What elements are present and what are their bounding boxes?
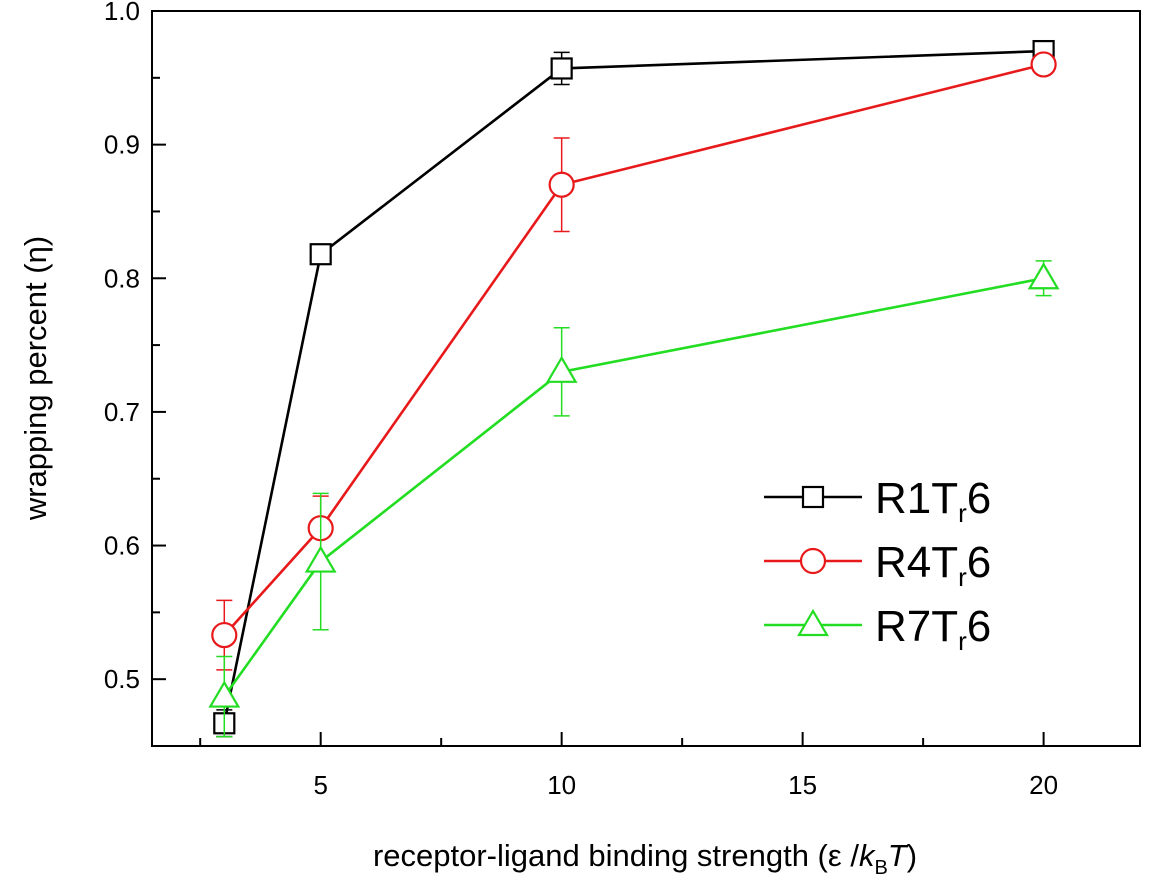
series-line (223, 63, 1044, 636)
plot-frame (151, 10, 1141, 747)
series-layer (208, 39, 1060, 738)
x-axis-ticks: 5 10 15 20 (199, 732, 1058, 800)
y-tick-label: 0.9 (104, 130, 140, 160)
y-axis-title: wrapping percent (η) (18, 236, 53, 521)
data-point (304, 545, 337, 573)
data-point (550, 57, 573, 80)
legend-marker (801, 485, 825, 509)
series-line (223, 49, 1044, 724)
series-R7Tr6 (208, 260, 1060, 738)
x-axis-title: receptor-ligand binding strength (ε /kBT… (373, 838, 917, 879)
y-tick-label: 0.7 (104, 397, 140, 427)
legend-item-R7Tr6: R7Tr6 (764, 602, 991, 656)
data-point (1030, 51, 1057, 78)
legend-label: R7Tr6 (875, 602, 991, 656)
data-point (545, 355, 578, 383)
y-tick-label: 0.6 (104, 531, 140, 561)
y-tick-label: 0.8 (104, 263, 140, 293)
legend-label: R1Tr6 (875, 474, 991, 528)
legend-item-R1Tr6: R1Tr6 (764, 474, 991, 528)
data-point (548, 171, 575, 198)
data-point (1027, 262, 1060, 290)
x-tick-label: 5 (313, 770, 327, 800)
y-axis-ticks: 0.5 0.6 0.7 0.8 0.9 1.0 (104, 0, 166, 694)
legend-item-R4Tr6: R4Tr6 (764, 538, 991, 592)
data-point (211, 621, 238, 649)
x-tick-label: 15 (788, 770, 817, 800)
x-tick-label: 20 (1029, 770, 1058, 800)
data-point (208, 680, 241, 708)
legend-marker (797, 608, 829, 637)
legend: R1Tr6 R4Tr6 R7Tr6 (764, 474, 991, 656)
y-tick-label: 1.0 (104, 0, 140, 26)
series-line (223, 276, 1044, 698)
y-tick-label: 0.5 (104, 664, 140, 694)
x-tick-label: 10 (547, 770, 576, 800)
series-R1Tr6 (213, 39, 1055, 738)
legend-marker (799, 547, 827, 575)
data-point (309, 243, 332, 266)
legend-label: R4Tr6 (875, 538, 991, 592)
